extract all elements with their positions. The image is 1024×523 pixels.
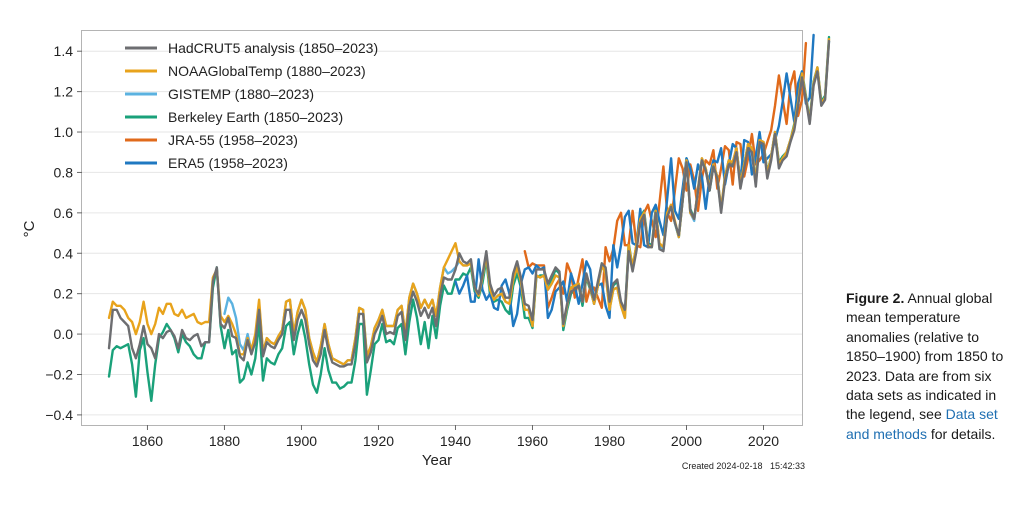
x-tick-label: 1900 [286,433,317,449]
x-axis-label: Year [422,452,452,469]
x-tick-label: 1940 [440,433,471,449]
x-tick-label: 1920 [363,433,394,449]
x-tick-label: 1980 [594,433,625,449]
legend-label: NOAAGlobalTemp (1880–2023) [168,63,366,79]
series-lines [107,33,831,402]
x-tick-label: 1880 [209,433,240,449]
y-tick-label: 0.8 [54,164,74,180]
y-tick-label: 0.0 [54,326,74,342]
y-tick-label: 0.2 [54,286,74,302]
y-axis-label: °C [21,220,38,237]
y-tick-label: 0.6 [54,205,74,221]
data-set-methods-link[interactable]: Data set and methods [846,406,998,442]
created-timestamp: Created 2024-02-18 15:42:33 [682,461,805,471]
series-line [454,33,815,328]
y-tick-label: 1.4 [54,43,74,59]
legend-label: ERA5 (1958–2023) [168,155,288,171]
series-line [223,39,831,366]
x-tick-label: 1860 [132,433,163,449]
x-tick-label: 2000 [671,433,702,449]
y-axis-ticks: −0.4 −0.2 0.0 0.2 0.4 0.6 0.8 1.0 1.2 1.4 [45,43,82,423]
y-tick-label: 1.0 [54,124,74,140]
y-tick-label: 0.4 [54,245,74,261]
legend: HadCRUT5 analysis (1850–2023) NOAAGlobalT… [125,40,378,171]
legend-label: GISTEMP (1880–2023) [168,86,314,102]
gridlines [82,50,802,416]
x-tick-label: 2020 [748,433,779,449]
figure-label: Figure 2. [846,290,905,306]
y-tick-label: −0.4 [45,407,73,423]
figure-caption: Figure 2. Annual global mean temperature… [846,289,1018,444]
y-tick-label: 1.2 [54,84,74,100]
x-tick-label: 1960 [517,433,548,449]
legend-label: HadCRUT5 analysis (1850–2023) [168,40,378,56]
series-line [107,39,831,368]
plot-frame [81,30,803,426]
y-tick-label: −0.2 [45,366,73,382]
series-line [523,41,808,309]
x-axis-ticks: 1860 1880 1900 1920 1940 1960 1980 2000 2020 [132,425,779,449]
caption-text: Annual global mean temperature anomalies… [846,290,1004,423]
caption-text-end: for details. [926,425,996,442]
temperature-anomaly-chart: 1860 1880 1900 1920 1940 1960 1980 2000 2020 −0.… [21,30,831,471]
legend-label: JRA-55 (1958–2023) [168,132,298,148]
legend-label: Berkeley Earth (1850–2023) [168,109,343,125]
